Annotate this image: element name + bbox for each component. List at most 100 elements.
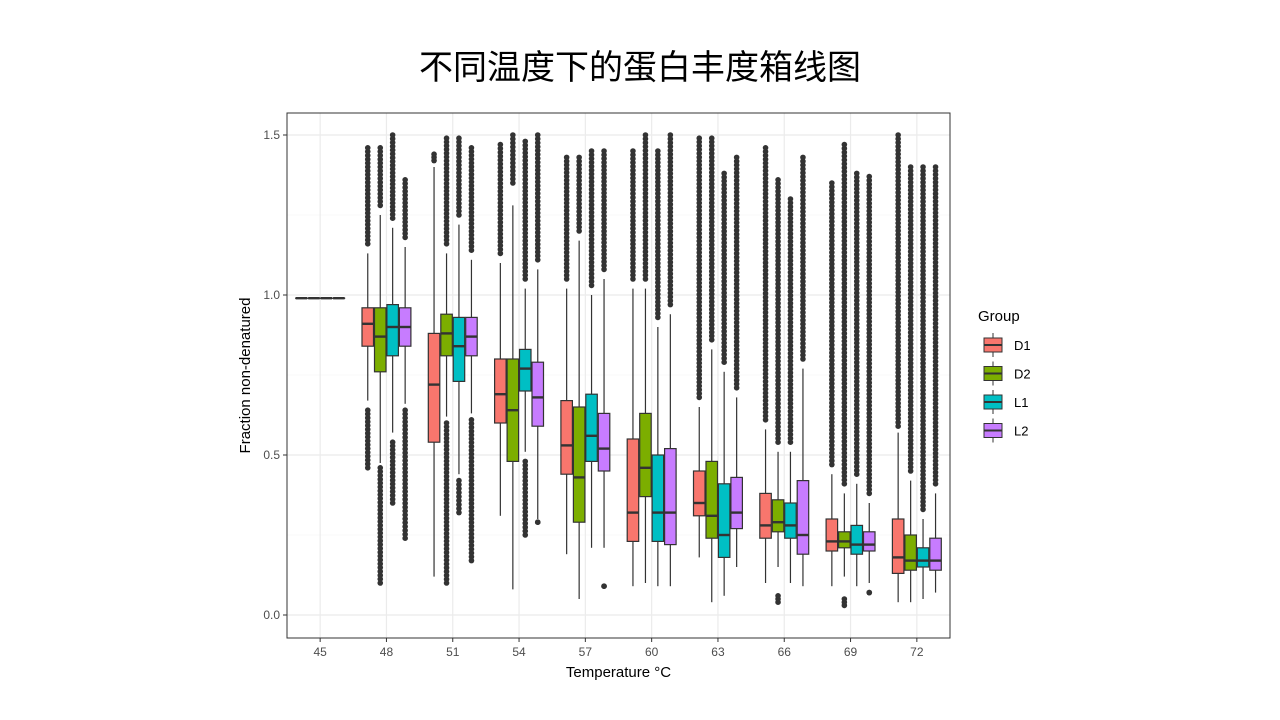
outlier-point xyxy=(534,194,541,201)
outlier-point xyxy=(895,197,901,203)
outlier-point xyxy=(907,321,914,328)
outlier-point xyxy=(630,163,636,170)
outlier-point xyxy=(762,279,769,285)
outlier-point xyxy=(588,175,595,181)
outlier-point xyxy=(721,201,727,208)
outlier-point xyxy=(576,185,582,192)
outlier-point xyxy=(775,180,781,187)
outlier-point xyxy=(642,182,649,189)
outlier-point xyxy=(853,436,860,443)
outlier-point xyxy=(721,359,727,366)
outlier-point xyxy=(895,147,901,154)
y-tick-label: 0.0 xyxy=(263,608,280,622)
outlier-point xyxy=(800,201,806,207)
outlier-point xyxy=(829,184,835,190)
outlier-point xyxy=(497,172,504,179)
outlier-point xyxy=(920,225,926,232)
outlier-point xyxy=(800,166,806,172)
outlier-point xyxy=(762,328,769,335)
outlier-point xyxy=(841,465,848,472)
outlier-point xyxy=(907,295,914,301)
outlier-point xyxy=(775,423,781,430)
outlier-point xyxy=(733,381,740,387)
outlier-point xyxy=(920,352,926,359)
outlier-point xyxy=(920,429,926,436)
outlier-point xyxy=(841,242,848,248)
outlier-point xyxy=(907,364,914,370)
outlier-point xyxy=(787,389,794,395)
outlier-point xyxy=(762,190,769,197)
outlier-point xyxy=(655,163,661,170)
outlier-point xyxy=(841,338,848,344)
outlier-point xyxy=(841,315,848,321)
outlier-point xyxy=(775,346,781,353)
plot-panel xyxy=(287,113,950,638)
outlier-point xyxy=(667,174,674,181)
outlier-point xyxy=(642,147,649,154)
outlier-point xyxy=(510,132,516,138)
outlier-point xyxy=(402,446,408,452)
outlier-point xyxy=(920,202,926,209)
outlier-point xyxy=(853,274,860,281)
outlier-point xyxy=(655,167,661,174)
outlier-point xyxy=(895,247,901,253)
outlier-point xyxy=(853,201,860,208)
outlier-point xyxy=(377,537,384,544)
outlier-point xyxy=(601,583,607,589)
outlier-point xyxy=(402,484,408,491)
outlier-point xyxy=(762,313,769,320)
outlier-point xyxy=(920,468,926,474)
outlier-point xyxy=(630,256,636,263)
outlier-point xyxy=(787,427,794,434)
outlier-point xyxy=(920,337,926,343)
outlier-point xyxy=(402,481,408,487)
outlier-point xyxy=(762,183,769,189)
outlier-point xyxy=(642,252,649,259)
outlier-point xyxy=(733,308,740,314)
outlier-point xyxy=(775,404,781,411)
outlier-point xyxy=(895,373,901,380)
outlier-point xyxy=(775,188,781,195)
outlier-point xyxy=(497,188,504,195)
outlier-point xyxy=(721,224,727,231)
outlier-point xyxy=(841,319,848,325)
outlier-point xyxy=(588,186,595,193)
outlier-point xyxy=(800,278,806,285)
outlier-point xyxy=(377,183,384,189)
outlier-point xyxy=(829,384,835,391)
outlier-point xyxy=(576,170,582,176)
outlier-point xyxy=(733,373,740,380)
outlier-point xyxy=(377,480,384,486)
outlier-point xyxy=(377,145,384,151)
outlier-point xyxy=(829,346,835,352)
outlier-point xyxy=(787,234,794,241)
outlier-point xyxy=(920,264,926,270)
outlier-point xyxy=(829,230,835,236)
outlier-point xyxy=(829,430,835,437)
outlier-point xyxy=(522,458,529,465)
outlier-point xyxy=(534,167,541,173)
outlier-point xyxy=(775,319,781,326)
outlier-point xyxy=(829,261,835,267)
outlier-point xyxy=(721,259,727,265)
outlier-point xyxy=(667,270,674,277)
outlier-point xyxy=(534,519,541,525)
outlier-point xyxy=(402,523,408,530)
outlier-point xyxy=(787,420,794,426)
outlier-point xyxy=(497,250,504,257)
outlier-point xyxy=(775,315,781,322)
outlier-point xyxy=(733,246,740,253)
box-L1 xyxy=(452,316,466,382)
outlier-point xyxy=(853,359,860,366)
outlier-point xyxy=(866,173,873,180)
outlier-point xyxy=(841,168,848,175)
outlier-point xyxy=(534,136,541,142)
outlier-point xyxy=(920,495,926,501)
box-L1 xyxy=(850,524,864,555)
outlier-point xyxy=(920,168,926,174)
outlier-point xyxy=(829,265,835,271)
outlier-point xyxy=(841,215,848,221)
outlier-point xyxy=(829,187,835,194)
outlier-point xyxy=(630,214,636,220)
legend-label: D2 xyxy=(1014,367,1031,382)
